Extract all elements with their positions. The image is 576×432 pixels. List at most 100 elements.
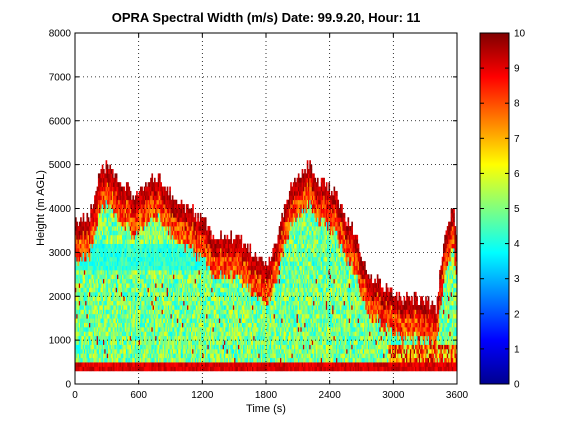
heatmap-cell: [114, 243, 117, 249]
heatmap-cell: [203, 300, 206, 306]
heatmap-cell: [183, 305, 185, 310]
heatmap-cell: [113, 261, 115, 266]
heatmap-cell: [165, 296, 168, 302]
heatmap-cell: [101, 331, 104, 337]
heatmap-cell: [83, 256, 86, 262]
heatmap-cell: [91, 221, 94, 227]
heatmap-cell: [125, 274, 128, 280]
heatmap-cell: [92, 348, 95, 354]
heatmap-cell: [122, 239, 124, 244]
heatmap-cell: [222, 357, 225, 363]
heatmap-cell: [190, 226, 193, 231]
heatmap-cell: [164, 274, 166, 280]
heatmap-cell: [87, 357, 90, 363]
heatmap-cell: [227, 247, 230, 253]
heatmap-cell: [169, 357, 171, 363]
heatmap-cell: [95, 309, 98, 315]
heatmap-cell: [99, 239, 101, 244]
heatmap-cell: [94, 287, 96, 293]
heatmap-cell: [164, 226, 166, 231]
heatmap-cell: [146, 326, 148, 332]
heatmap-cell: [195, 331, 198, 337]
heatmap-cell: [90, 309, 92, 315]
heatmap-cell: [97, 357, 100, 363]
heatmap-cell: [190, 265, 193, 271]
heatmap-cell: [108, 199, 110, 205]
heatmap-cell: [216, 283, 219, 288]
heatmap-cell: [176, 313, 179, 319]
heatmap-cell: [146, 239, 148, 244]
heatmap-cell: [110, 353, 113, 359]
heatmap-cell: [184, 326, 187, 332]
heatmap-cell: [230, 366, 233, 372]
heatmap-cell: [194, 239, 197, 244]
heatmap-cell: [198, 313, 201, 319]
heatmap-cell: [220, 291, 222, 297]
heatmap-cell: [239, 243, 241, 249]
heatmap-cell: [211, 265, 213, 271]
heatmap-cell: [239, 278, 241, 284]
heatmap-cell: [132, 195, 134, 201]
heatmap-cell: [123, 243, 126, 249]
heatmap-cell: [169, 212, 171, 218]
heatmap-cell: [236, 278, 239, 284]
heatmap-cell: [117, 217, 119, 223]
heatmap-cell: [110, 208, 113, 214]
heatmap-cell: [202, 326, 204, 332]
heatmap-cell: [175, 357, 178, 363]
heatmap-cell: [239, 335, 241, 341]
heatmap-cell: [232, 291, 235, 297]
heatmap-cell: [148, 239, 151, 244]
heatmap-cell: [95, 344, 98, 350]
heatmap-cell: [220, 296, 222, 302]
heatmap-cell: [145, 318, 147, 323]
heatmap-cell: [232, 353, 235, 359]
heatmap-cell: [145, 362, 147, 367]
heatmap-cell: [209, 261, 212, 266]
heatmap-cell: [151, 190, 154, 196]
heatmap-cell: [171, 208, 174, 214]
heatmap-cell: [125, 265, 128, 271]
heatmap-cell: [119, 340, 122, 345]
heatmap-cell: [111, 204, 114, 209]
heatmap-cell: [134, 362, 137, 367]
heatmap-cell: [223, 353, 226, 359]
heatmap-cell: [115, 217, 118, 223]
heatmap-cell: [80, 234, 82, 240]
heatmap-cell: [164, 313, 166, 319]
heatmap-cell: [124, 230, 127, 236]
heatmap-cell: [194, 362, 197, 367]
heatmap-cell: [129, 195, 132, 201]
heatmap-cell: [240, 283, 243, 288]
heatmap-cell: [127, 239, 129, 244]
heatmap-cell: [164, 190, 166, 196]
heatmap-cell: [221, 291, 224, 297]
heatmap-cell: [105, 269, 108, 275]
heatmap-cell: [166, 221, 169, 227]
heatmap-cell: [139, 243, 142, 249]
heatmap-cell: [227, 296, 230, 302]
heatmap-cell: [75, 313, 77, 319]
heatmap-cell: [118, 265, 120, 271]
heatmap-cell: [153, 239, 156, 244]
heatmap-cell: [106, 234, 109, 240]
heatmap-cell: [218, 291, 221, 297]
heatmap-cell: [183, 309, 185, 315]
heatmap-cell: [232, 322, 235, 328]
heatmap-cell: [165, 195, 168, 201]
heatmap-cell: [83, 313, 86, 319]
heatmap-cell: [120, 348, 123, 354]
heatmap-cell: [142, 247, 145, 253]
heatmap-cell: [95, 331, 98, 337]
heatmap-cell: [106, 287, 109, 293]
heatmap-cell: [139, 305, 142, 310]
heatmap-cell: [150, 287, 152, 293]
heatmap-cell: [145, 252, 147, 258]
heatmap-cell: [143, 309, 146, 315]
heatmap-cell: [139, 287, 142, 293]
heatmap-cell: [150, 256, 152, 262]
heatmap-cell: [187, 239, 189, 244]
heatmap-cell: [113, 256, 115, 262]
heatmap-cell: [109, 331, 112, 337]
heatmap-cell: [146, 366, 148, 372]
